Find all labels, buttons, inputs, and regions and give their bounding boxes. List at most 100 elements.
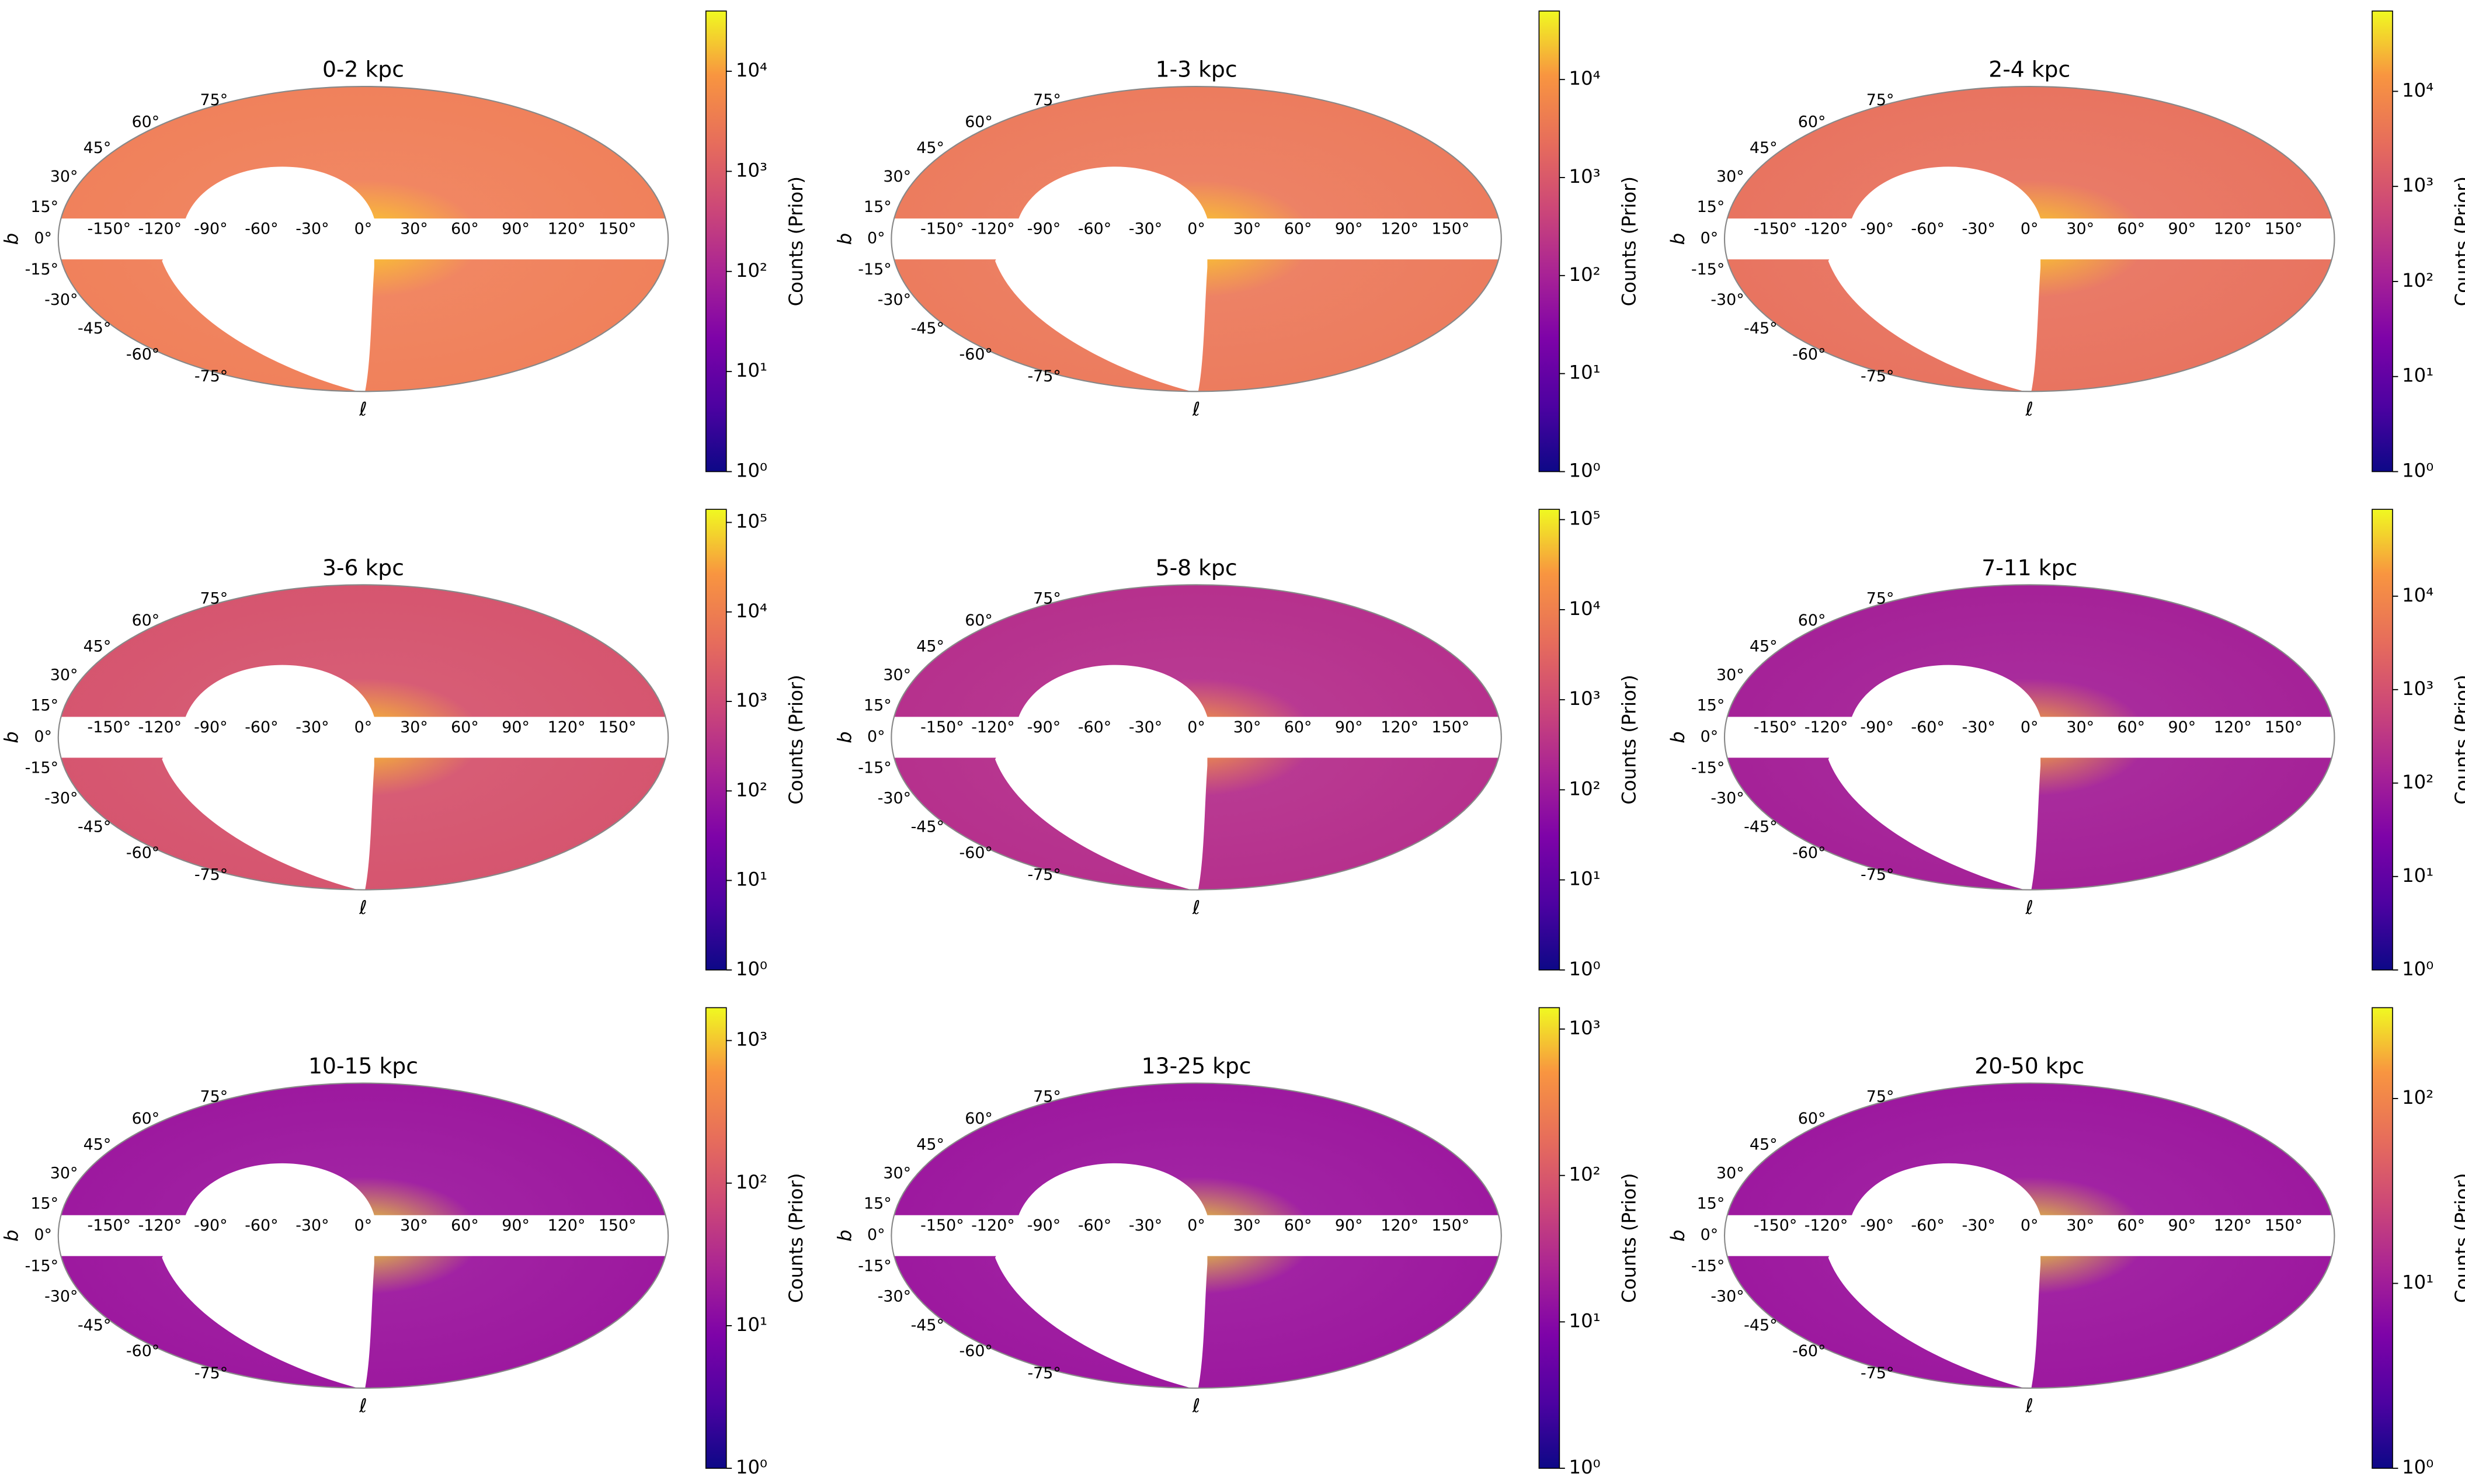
x-tick-label: 30°	[2066, 718, 2094, 736]
y-tick-label: 30°	[883, 1165, 911, 1183]
panel: 10-15 kpc ℓ b -150° -120° -90° -60° -30° 0° 30° 60…	[1, 1007, 807, 1478]
y-tick-label: 75°	[200, 91, 228, 109]
x-tick-label: -60°	[1078, 718, 1111, 736]
x-tick-label: 120°	[548, 220, 586, 238]
y-axis-label: b	[1, 1229, 23, 1242]
x-tick-label: 90°	[502, 1217, 530, 1235]
colorbar-tick-label: 10⁴	[1569, 67, 1601, 89]
colorbar-tick-label: 10⁴	[1569, 597, 1601, 620]
colorbar-tick-label: 10¹	[736, 868, 767, 891]
colorbar-tick-label: 10¹	[2402, 1271, 2433, 1294]
x-tick-label: -90°	[194, 718, 227, 736]
colorbar-tick-label: 10²	[1569, 263, 1601, 286]
y-tick-label: 30°	[50, 1165, 78, 1183]
x-tick-label: -30°	[1129, 220, 1162, 238]
y-axis-label: b	[1667, 731, 1689, 743]
x-tick-label: 60°	[2117, 1217, 2145, 1235]
colorbar-tick-label: 10²	[2402, 1086, 2433, 1108]
colorbar-tick-label: 10³	[2402, 174, 2433, 196]
x-tick-label: -150°	[88, 220, 131, 238]
x-axis-label: ℓ	[1192, 896, 1200, 919]
x-tick-label: -150°	[1754, 220, 1798, 238]
colorbar-tick-label: 10²	[1569, 777, 1601, 800]
y-tick-label: -45°	[911, 319, 944, 338]
x-axis-label: ℓ	[2025, 1395, 2033, 1417]
colorbar-tick-label: 10⁵	[736, 510, 767, 533]
sky-map	[58, 1083, 669, 1388]
y-tick-label: -60°	[126, 844, 159, 862]
x-tick-label: -90°	[1027, 220, 1061, 238]
x-tick-label: 30°	[2066, 220, 2094, 238]
x-tick-label: -30°	[1962, 718, 1995, 736]
x-tick-label: -90°	[1860, 718, 1893, 736]
x-axis-label: ℓ	[359, 1395, 367, 1417]
colorbar-tick-label: 10¹	[2402, 864, 2433, 887]
y-tick-label: -75°	[1027, 866, 1061, 884]
plane-mask	[58, 717, 669, 758]
sky-map	[58, 86, 669, 392]
x-tick-label: 60°	[1284, 718, 1312, 736]
x-tick-label: -60°	[1911, 220, 1944, 238]
x-tick-label: -60°	[245, 220, 278, 238]
y-tick-label: 60°	[132, 1110, 160, 1128]
x-tick-label: 90°	[2168, 1217, 2196, 1235]
y-tick-label: 0°	[34, 728, 52, 746]
y-tick-label: -60°	[959, 346, 992, 364]
panel-title: 10-15 kpc	[308, 1053, 418, 1079]
colorbar-tick-label: 10¹	[2402, 364, 2433, 387]
x-tick-label: -150°	[88, 718, 131, 736]
x-tick-label: -120°	[138, 718, 182, 736]
y-tick-label: 0°	[867, 728, 885, 746]
x-tick-label: 0°	[354, 718, 373, 736]
colorbar-tick-label: 10¹	[1569, 868, 1601, 890]
colorbar-tick-label: 10¹	[1569, 362, 1601, 384]
colorbar-tick-label: 10¹	[736, 1313, 767, 1336]
panel: 0-2 kpc ℓ b -150° -120° -90° -60° -30° 0° 30° 60° 9…	[1, 11, 807, 482]
sky-map	[1725, 1083, 2335, 1388]
x-tick-label: 30°	[400, 718, 428, 736]
x-tick-label: -120°	[971, 1217, 1015, 1235]
colorbar-tick-label: 10³	[1569, 687, 1601, 710]
colorbar	[705, 509, 727, 971]
y-tick-label: 75°	[1033, 91, 1061, 109]
sky-map	[891, 585, 1501, 890]
y-tick-label: 75°	[1866, 1088, 1894, 1106]
x-tick-label: 150°	[1431, 220, 1469, 238]
colorbar	[705, 1007, 727, 1469]
x-tick-label: -30°	[1129, 718, 1162, 736]
x-tick-label: 150°	[599, 718, 637, 736]
map-outline	[1723, 584, 2335, 891]
plane-mask	[1725, 1215, 2335, 1256]
x-tick-label: 60°	[451, 220, 479, 238]
y-tick-label: -75°	[1861, 1364, 1894, 1382]
plane-mask	[891, 717, 1501, 758]
y-tick-label: 30°	[1716, 666, 1744, 684]
x-tick-label: 90°	[1335, 220, 1363, 238]
plane-mask	[58, 218, 669, 260]
y-tick-label: 75°	[1033, 1088, 1061, 1106]
colorbar-label: Counts (Prior)	[785, 675, 807, 804]
y-tick-label: -75°	[1861, 367, 1894, 385]
colorbar-tick-label: 10⁰	[2402, 958, 2433, 980]
y-tick-label: -75°	[1861, 866, 1894, 884]
y-tick-label: 0°	[1701, 1226, 1719, 1244]
y-tick-label: -75°	[194, 866, 228, 884]
x-tick-label: 0°	[1187, 1217, 1205, 1235]
panel-title: 7-11 kpc	[1981, 555, 2077, 581]
y-tick-label: -30°	[44, 291, 78, 309]
x-tick-label: 120°	[548, 718, 586, 736]
x-tick-label: -60°	[1911, 1217, 1944, 1235]
map-outline	[57, 85, 669, 392]
x-tick-label: 30°	[1233, 1217, 1261, 1235]
sky-map	[891, 86, 1501, 392]
colorbar-tick-label: 10⁴	[736, 59, 767, 81]
colorbar-tick-label: 10⁰	[1569, 460, 1601, 482]
colorbar-tick-label: 10²	[736, 1171, 767, 1193]
x-tick-label: 30°	[1233, 220, 1261, 238]
map-outline	[891, 584, 1502, 891]
x-tick-label: -90°	[1860, 1217, 1893, 1235]
panel-title: 20-50 kpc	[1974, 1053, 2084, 1079]
panel: 13-25 kpc ℓ b -150° -120° -90° -60° -30° 0° 30° 60…	[833, 1007, 1640, 1478]
x-tick-label: 150°	[1431, 1217, 1469, 1235]
x-tick-label: 60°	[1284, 220, 1312, 238]
